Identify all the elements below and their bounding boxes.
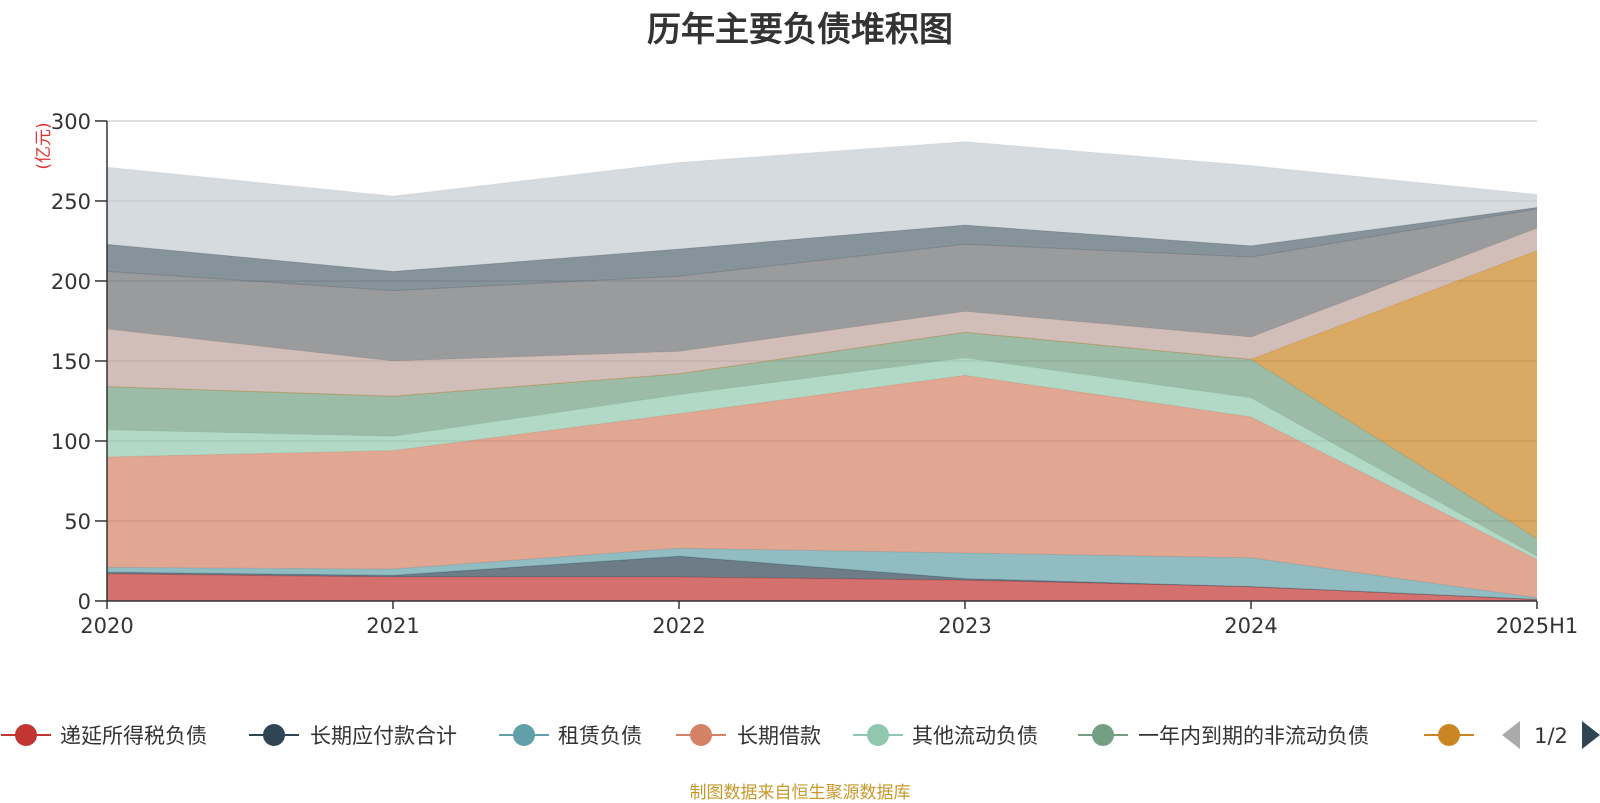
legend-item[interactable]: 递延所得税负债 — [1, 724, 207, 748]
x-tick-label: 2025H1 — [1496, 614, 1579, 638]
legend-item[interactable]: 其他流动负债 — [853, 724, 1038, 748]
area-series-7 — [107, 228, 1537, 397]
legend-prev-arrow-icon[interactable] — [1502, 721, 1520, 749]
legend-label: 递延所得税负债 — [60, 724, 207, 748]
area-series-0 — [107, 573, 1537, 601]
legend-item[interactable]: 租赁负债 — [499, 724, 642, 748]
legend-circle-icon — [1092, 724, 1114, 746]
tick-labels: 0 50 100 150 200 250 300 2020 2021 2022 2023 2024 20… — [51, 110, 1578, 638]
legend-circle-icon — [263, 724, 285, 746]
y-tick-label: 50 — [64, 510, 91, 534]
x-tick-label: 2022 — [652, 614, 705, 638]
area-series-3 — [107, 375, 1537, 598]
y-tick-label: 0 — [78, 590, 91, 614]
legend: 递延所得税负债 长期应付款合计 租赁负债 长期借款 其他流动负债 一年内到期的非流动负债 — [1, 724, 1474, 748]
legend-item[interactable]: 长期应付款合计 — [249, 724, 457, 748]
legend-label: 长期借款 — [737, 724, 821, 748]
y-tick-label: 250 — [51, 190, 91, 214]
legend-circle-icon — [513, 724, 535, 746]
legend-pager: 1/2 — [1502, 721, 1600, 749]
area-series-2 — [107, 548, 1537, 600]
area-series-line-10 — [106, 141, 1538, 197]
x-tick-label: 2024 — [1224, 614, 1277, 638]
legend-label: 其他流动负债 — [912, 724, 1038, 748]
legend-circle-icon — [690, 724, 712, 746]
legend-circle-icon — [1438, 724, 1460, 746]
stacked-areas — [106, 141, 1538, 601]
legend-label: 一年内到期的非流动负债 — [1138, 724, 1369, 748]
y-tick-label: 150 — [51, 350, 91, 374]
x-tick-label: 2021 — [366, 614, 419, 638]
y-tick-label: 200 — [51, 270, 91, 294]
chart-title: 历年主要负债堆积图 — [647, 10, 953, 50]
legend-label: 租赁负债 — [558, 724, 642, 748]
legend-circle-icon — [15, 724, 37, 746]
legend-item[interactable] — [1424, 724, 1474, 746]
legend-circle-icon — [867, 724, 889, 746]
y-unit-label: (亿元) — [34, 122, 54, 169]
y-tick-label: 100 — [51, 430, 91, 454]
source-note: 制图数据来自恒生聚源数据库 — [689, 783, 911, 803]
area-series-10 — [107, 141, 1537, 272]
x-tick-label: 2023 — [938, 614, 991, 638]
area-series-1 — [107, 556, 1537, 600]
legend-page-indicator: 1/2 — [1534, 724, 1568, 748]
area-series-8 — [107, 209, 1537, 361]
legend-label: 长期应付款合计 — [310, 724, 457, 748]
y-tick-label: 300 — [51, 110, 91, 134]
legend-item[interactable]: 长期借款 — [676, 724, 821, 748]
area-series-9 — [107, 207, 1537, 291]
legend-item[interactable]: 一年内到期的非流动负债 — [1078, 724, 1369, 748]
legend-next-arrow-icon[interactable] — [1582, 721, 1600, 749]
x-tick-label: 2020 — [80, 614, 133, 638]
